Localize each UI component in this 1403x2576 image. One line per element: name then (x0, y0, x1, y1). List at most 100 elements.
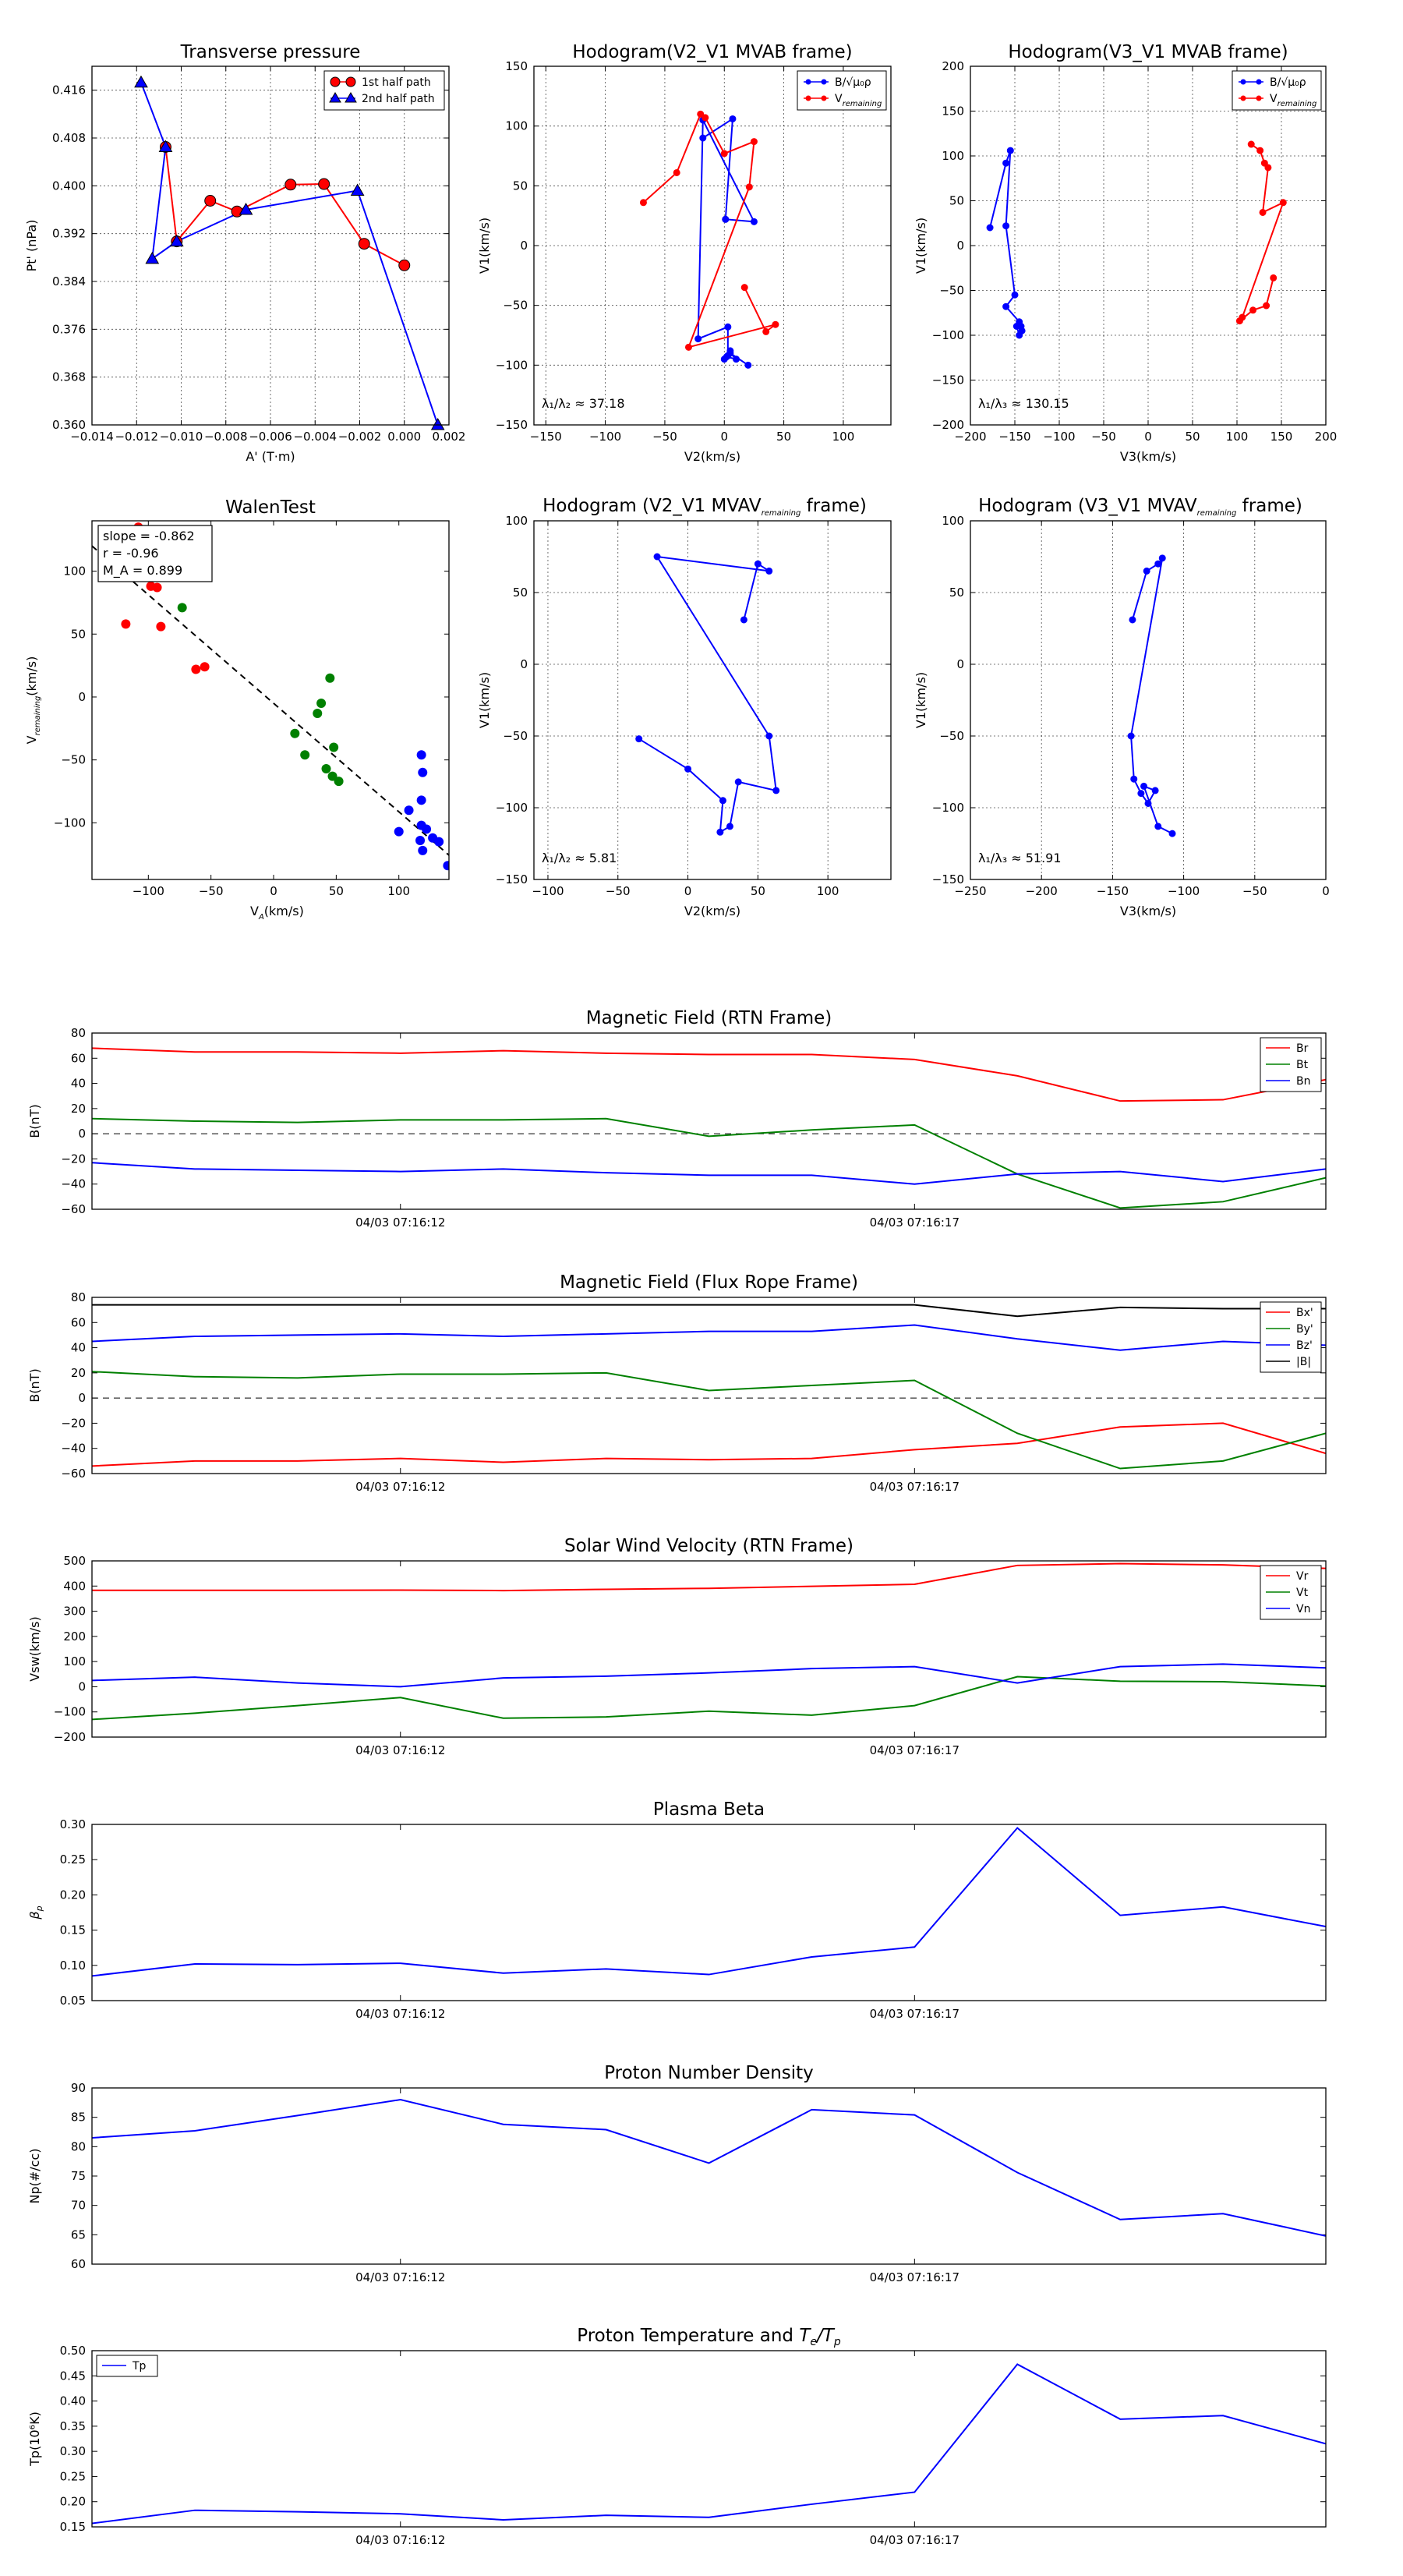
hodo_v3v1-point (1016, 331, 1023, 339)
hodo_v2v1-xtick-label: −150 (530, 430, 562, 444)
hodo_v3v1-point (1002, 159, 1010, 167)
transverse-xtick-label: 0.000 (387, 430, 421, 444)
hodo_v3v1_rem-chart: −250 −200 −150 −100 −50 0 −150 −100 −50 0 50 100 Hod… (914, 496, 1330, 918)
hodo_v3v1-point (1011, 291, 1019, 299)
vsw-ylabel: Vsw(km/s) (27, 1616, 42, 1681)
hodo_v3v1-xtick-label: 150 (1270, 430, 1293, 444)
mag_flux-xtick-label: 04/03 07:16:17 (870, 1480, 959, 1494)
mag_flux-ytick-label: 0 (78, 1391, 86, 1405)
beta-xtick-label: 04/03 07:16:12 (355, 2007, 445, 2021)
hodo_v2v1-ytick-label: 150 (505, 59, 528, 73)
hodo_v3v1-title: Hodogram(V3_V1 MVAB frame) (1008, 42, 1288, 62)
hodo_v2v1-legend-label: B/√μ₀ρ (835, 76, 871, 89)
mag_rtn-ytick-label: 0 (78, 1127, 86, 1141)
np-ytick-label: 80 (71, 2139, 86, 2153)
hodo_v3v1-point (1256, 147, 1264, 154)
walen-stats-box (97, 525, 213, 582)
hodo_v3v1-xlabel: V3(km/s) (1120, 449, 1176, 464)
walen-point (334, 777, 344, 787)
hodo_v3v1-point (1002, 222, 1010, 230)
hodo_v2v1_rem-point (684, 765, 692, 773)
hodo_v2v1-xlabel: V2(km/s) (684, 449, 740, 464)
transverse-point (284, 179, 297, 191)
hodo_v3v1-xtick-label: −50 (1091, 430, 1116, 444)
hodo_v3v1-legend-marker (1240, 95, 1246, 101)
transverse-xtick-label: −0.002 (338, 430, 382, 444)
hodo_v2v1-legend-marker (805, 79, 811, 85)
hodo_v2v1_rem-xtick-label: −100 (532, 884, 564, 898)
transverse-point (134, 75, 148, 88)
hodo_v3v1-ytick-label: 50 (949, 194, 964, 208)
transverse-title: Transverse pressure (180, 42, 361, 62)
transverse-legend (323, 70, 445, 111)
hodo_v2v1-point (750, 218, 758, 225)
mag_flux-axes-frame (91, 1297, 1327, 1474)
tp-ytick-label: 0.25 (60, 2469, 86, 2483)
hodo_v2v1_rem-point (754, 560, 762, 568)
hodo_v2v1_rem-point (765, 732, 773, 740)
hodo_v3v1-xtick-label: −200 (954, 430, 986, 444)
np-axes-frame (91, 2087, 1327, 2265)
transverse-point (158, 140, 173, 152)
hodo_v3v1_rem-point (1158, 554, 1166, 562)
hodo_v3v1_rem-ytick-label: −50 (939, 729, 964, 743)
tp-plot-area (92, 2351, 1326, 2527)
hodo_v2v1_rem-chart: −100 −50 0 50 100 −150 −100 −50 0 50 100 Hodogram (… (477, 496, 892, 918)
transverse-point (430, 417, 445, 430)
mag_flux-legend-label: Bz' (1296, 1339, 1313, 1352)
mag_flux-series-bz (92, 1324, 1326, 1351)
hodo_v2v1-point (762, 327, 770, 335)
hodo_v2v1-ytick-label: 0 (520, 239, 528, 253)
hodo_v2v1-ylabel: V1(km/s) (477, 218, 492, 274)
hodo_v3v1-point (986, 224, 994, 232)
hodo_v2v1_rem-ytick-label: 100 (505, 514, 528, 528)
vsw-xtick-label: 04/03 07:16:12 (355, 1743, 445, 1757)
hodo_v2v1_rem-point (726, 823, 733, 830)
transverse-xtick-label: −0.014 (70, 430, 114, 444)
vsw-ytick-label: 100 (63, 1654, 86, 1668)
transverse-point (169, 234, 184, 247)
mag_rtn-legend-label: Bn (1296, 1075, 1310, 1088)
hodo_v2v1_rem-point (716, 828, 724, 836)
hodo_v3v1_rem-point (1154, 823, 1162, 830)
walen-ytick-label: −100 (54, 816, 86, 830)
walen-point (416, 750, 426, 760)
vsw-axes-frame (91, 1560, 1327, 1738)
tp-ytick-label: 0.40 (60, 2394, 86, 2408)
hodo_v2v1-point (702, 114, 709, 122)
hodo_v2v1-ytick-label: −50 (503, 299, 528, 313)
hodo_v2v1-data-layer (639, 110, 779, 369)
walen-xtick-label: 0 (270, 884, 277, 898)
transverse-legend-marker (330, 76, 341, 87)
hodo_v2v1_rem-point (734, 778, 742, 786)
hodo_v2v1-point (740, 284, 748, 292)
hodo_v3v1_rem-point (1127, 732, 1135, 740)
beta-ytick-label: 0.05 (60, 1994, 86, 2008)
hodo_v2v1-legend-marker (821, 95, 827, 101)
hodo_v2v1-point (697, 110, 705, 118)
tp-legend-label: Tp (132, 2360, 147, 2373)
hodo_v2v1-xtick-label: 100 (832, 430, 855, 444)
transverse-ytick-label: 0.376 (52, 322, 86, 336)
hodo_v3v1_rem-xtick-label: −50 (1242, 884, 1267, 898)
walen-point (121, 619, 131, 629)
mag_rtn-ytick-label: 40 (71, 1077, 86, 1091)
beta-axes-frame (91, 1824, 1327, 2001)
hodo_v2v1_rem-xtick-label: −50 (606, 884, 631, 898)
hodo_v2v1-point (724, 323, 732, 331)
mag_rtn-ytick-label: 20 (71, 1102, 86, 1116)
transverse-point (145, 251, 160, 264)
vsw-ytick-label: 200 (63, 1629, 86, 1644)
hodo_v2v1-point (699, 134, 707, 142)
mag_rtn-ytick-label: 60 (71, 1051, 86, 1065)
vsw-title: Solar Wind Velocity (RTN Frame) (564, 1536, 853, 1556)
transverse-xtick-label: −0.006 (249, 430, 292, 444)
hodo_v2v1-point (772, 320, 779, 328)
beta-data-layer (92, 1827, 1326, 1977)
hodo_v3v1-legend-marker (1256, 79, 1262, 85)
transverse-series-line (164, 147, 405, 267)
mag_flux-series-bx (92, 1422, 1326, 1467)
transverse-point (398, 259, 411, 271)
vsw-series-vt (92, 1675, 1326, 1721)
walen-ytick-label: −50 (61, 753, 86, 767)
